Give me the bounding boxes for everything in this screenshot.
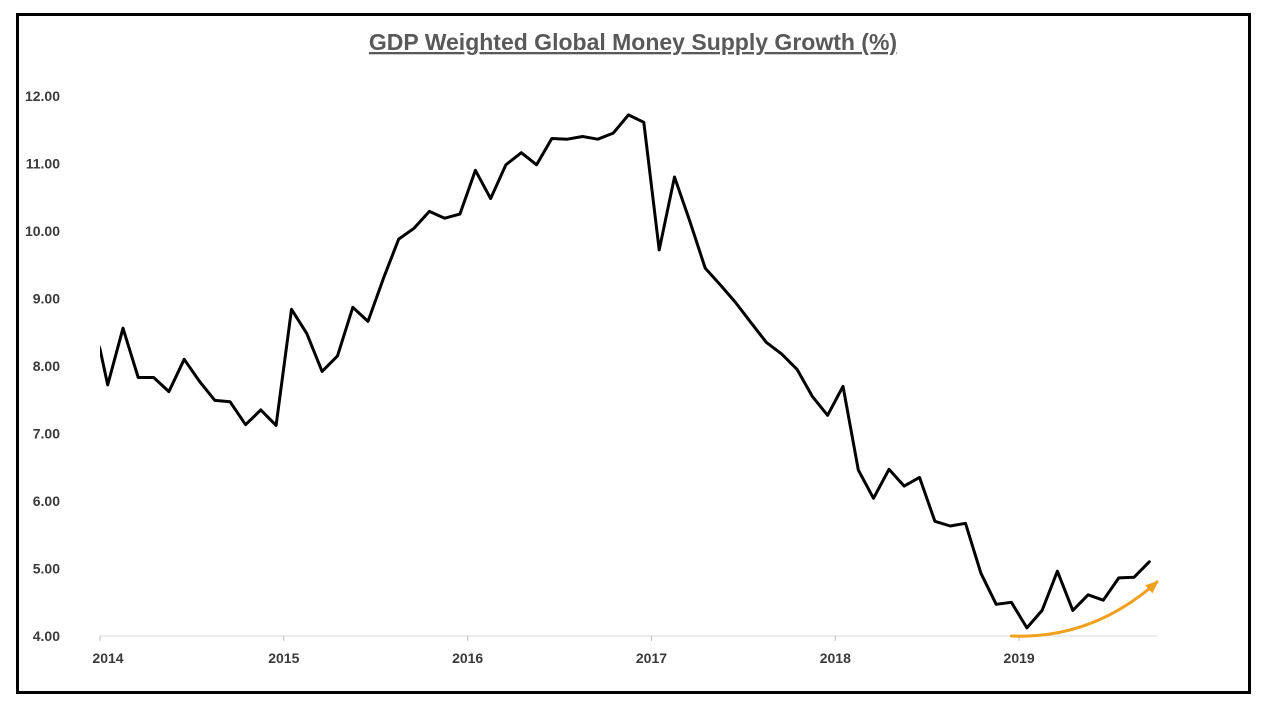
x-tick-label: 2019: [1004, 650, 1035, 666]
x-tick-label: 2017: [636, 650, 667, 666]
y-tick-label: 7.00: [33, 426, 60, 442]
y-tick-label: 6.00: [33, 493, 60, 509]
y-tick-label: 11.00: [26, 156, 60, 172]
x-tick-label: 2018: [820, 650, 851, 666]
y-tick-label: 4.00: [33, 628, 60, 644]
annotation-layer: [1009, 580, 1159, 638]
series-line: [100, 113, 1151, 630]
y-tick-label: 9.00: [33, 291, 60, 307]
x-tick-label: 2015: [268, 650, 299, 666]
line-chart: GDP Weighted Global Money Supply Growth …: [25, 29, 1159, 666]
y-axis: 4.00 5.00 6.00 7.00 8.00 9.00 10.00 11.00 12.00: [25, 88, 60, 644]
trend-arrow-curve: [1009, 580, 1159, 638]
y-tick-label: 5.00: [33, 561, 60, 577]
trend-arrow-head: [1145, 580, 1159, 594]
x-tick-label: 2016: [452, 650, 483, 666]
chart-title: GDP Weighted Global Money Supply Growth …: [369, 29, 897, 55]
x-axis: 2014 2015 2016 2017 2018 2019: [92, 635, 1157, 666]
y-tick-label: 10.00: [25, 223, 60, 239]
y-tick-label: 12.00: [25, 88, 60, 104]
x-tick-label: 2014: [92, 650, 123, 666]
chart-frame: GDP Weighted Global Money Supply Growth …: [16, 13, 1251, 694]
y-tick-label: 8.00: [33, 358, 60, 374]
series-layer: [100, 113, 1151, 630]
